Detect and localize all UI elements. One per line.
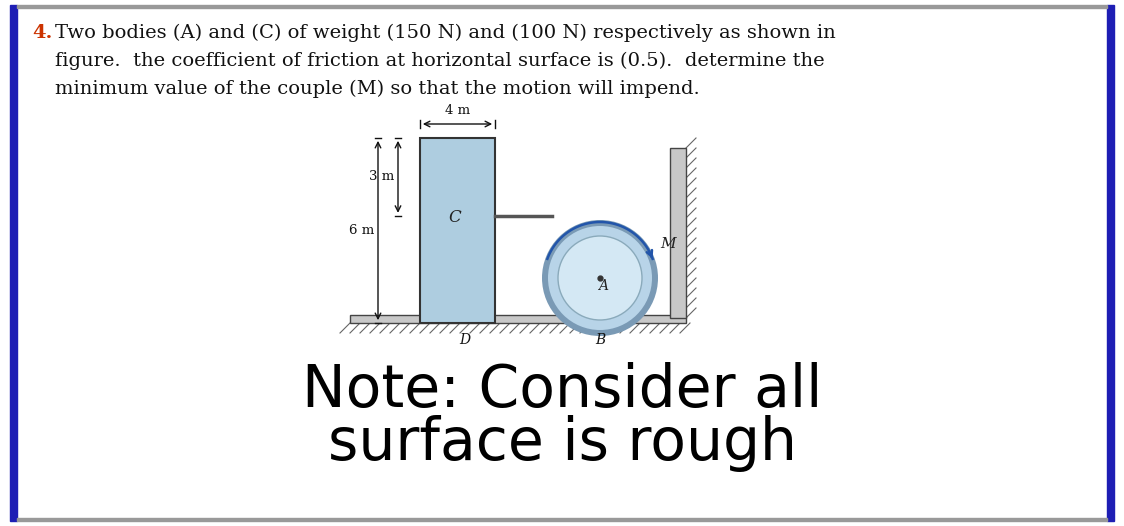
Text: 3 m: 3 m <box>369 170 395 184</box>
Bar <box>17 518 1107 521</box>
Circle shape <box>549 226 652 330</box>
Text: 6 m: 6 m <box>348 224 374 237</box>
Bar <box>350 315 686 323</box>
Bar <box>10 5 17 521</box>
Text: M: M <box>661 237 677 251</box>
Circle shape <box>558 236 642 320</box>
Text: surface is rough: surface is rough <box>327 415 797 472</box>
Text: B: B <box>595 333 605 347</box>
Circle shape <box>542 220 658 336</box>
Bar <box>17 5 1107 7</box>
Text: C: C <box>448 209 461 226</box>
Text: A: A <box>598 279 608 293</box>
Text: Two bodies (A) and (C) of weight (150 N) and (100 N) respectively as shown in: Two bodies (A) and (C) of weight (150 N)… <box>55 24 836 42</box>
Text: minimum value of the couple (M) so that the motion will impend.: minimum value of the couple (M) so that … <box>55 80 700 98</box>
Bar <box>670 148 686 318</box>
Text: Note: Consider all: Note: Consider all <box>302 362 822 419</box>
Text: figure.  the coefficient of friction at horizontal surface is (0.5).  determine : figure. the coefficient of friction at h… <box>55 52 825 70</box>
Text: D: D <box>460 333 471 347</box>
Bar <box>420 138 495 323</box>
Bar <box>1107 5 1114 521</box>
Text: 4 m: 4 m <box>445 104 470 117</box>
Text: 4.: 4. <box>31 24 53 42</box>
